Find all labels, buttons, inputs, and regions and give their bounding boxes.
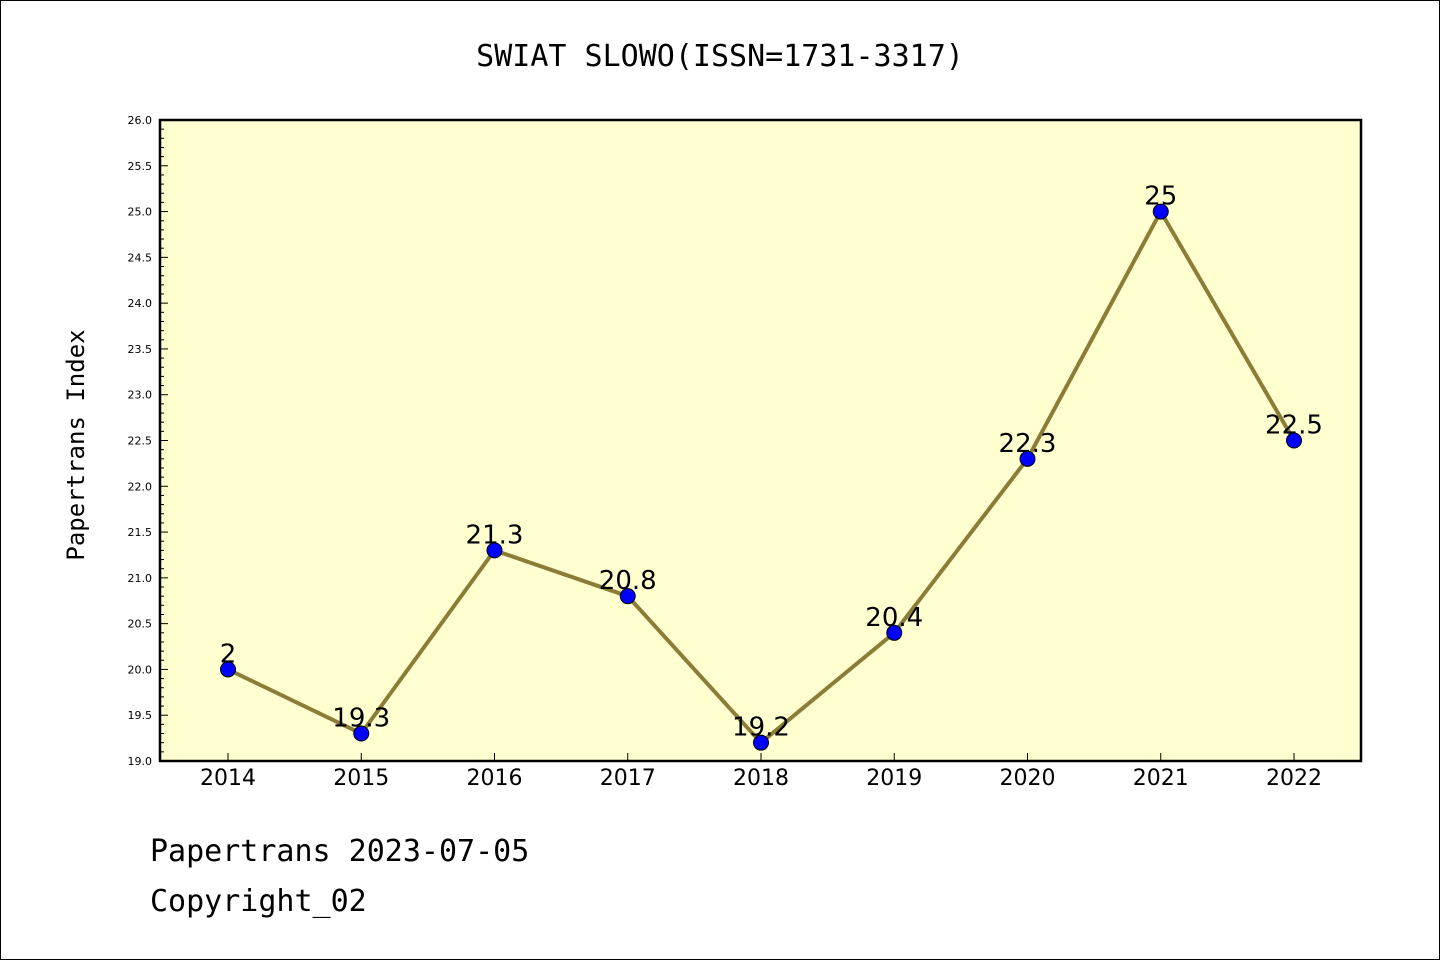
footer-date: Papertrans 2023-07-05 <box>150 834 530 869</box>
data-point <box>353 725 370 742</box>
chart-title: SWIAT SLOWO(ISSN=1731-3317) <box>476 39 964 74</box>
y-tick-label: 19.5 <box>128 709 153 722</box>
y-tick-label: 20.0 <box>128 663 153 676</box>
y-tick-label: 24.0 <box>128 297 153 310</box>
data-point <box>886 624 903 641</box>
data-label: 21.3 <box>466 520 524 550</box>
data-label: 25 <box>1144 182 1177 212</box>
y-tick-label: 24.5 <box>128 251 153 264</box>
data-label: 20.4 <box>865 603 923 633</box>
plot-area <box>158 118 1363 763</box>
y-tick-label: 25.0 <box>128 206 153 219</box>
y-tick-label: 20.5 <box>128 618 153 631</box>
data-point <box>486 542 503 559</box>
x-tick-label: 2016 <box>467 766 523 791</box>
x-tick-label: 2020 <box>1000 766 1056 791</box>
y-tick-label: 21.5 <box>128 526 153 539</box>
x-tick-label: 2015 <box>333 766 389 791</box>
data-point <box>619 588 636 605</box>
y-tick-label: 19.0 <box>128 755 153 768</box>
y-tick-label: 25.5 <box>128 160 153 173</box>
data-label: 20.8 <box>599 566 657 596</box>
data-label: 19.2 <box>732 713 790 743</box>
series-line-group <box>220 203 1302 751</box>
x-tick-label: 2017 <box>600 766 656 791</box>
data-label: 22.5 <box>1265 411 1323 441</box>
data-point <box>220 661 236 678</box>
y-tick-label: 23.5 <box>128 343 153 356</box>
y-tick-label: 26.0 <box>128 114 153 127</box>
x-tick-label: 2019 <box>866 766 922 791</box>
data-label: 22.3 <box>999 429 1057 459</box>
data-labels-group: 2 19.3 21.3 20.8 19.2 20.4 22.3 25 22.5 <box>220 182 1323 743</box>
y-tick-label: 22.0 <box>128 480 153 493</box>
data-label: 19.3 <box>332 704 390 734</box>
data-point <box>753 734 769 751</box>
y-axis-ticks: 19.0 19.5 20.0 20.5 21.0 21.5 22.0 22.5 23.0 23.5… <box>128 114 168 768</box>
y-axis-label: Papertrans Index <box>62 329 90 560</box>
data-point <box>1286 432 1302 449</box>
y-tick-label: 23.0 <box>128 389 153 402</box>
x-tick-label: 2018 <box>733 766 789 791</box>
data-label: 2 <box>220 639 237 669</box>
x-tick-label: 2014 <box>200 766 256 791</box>
x-axis-ticks: 2014 2015 2016 2017 2018 2019 2020 2021 2022 <box>200 753 1322 791</box>
data-point <box>1019 450 1036 467</box>
x-tick-label: 2022 <box>1266 766 1322 791</box>
y-tick-label: 21.0 <box>128 572 153 585</box>
y-tick-label: 22.5 <box>128 435 153 448</box>
x-tick-label: 2021 <box>1133 766 1189 791</box>
data-point <box>1152 203 1169 220</box>
footer-copyright: Copyright_02 <box>150 884 367 919</box>
